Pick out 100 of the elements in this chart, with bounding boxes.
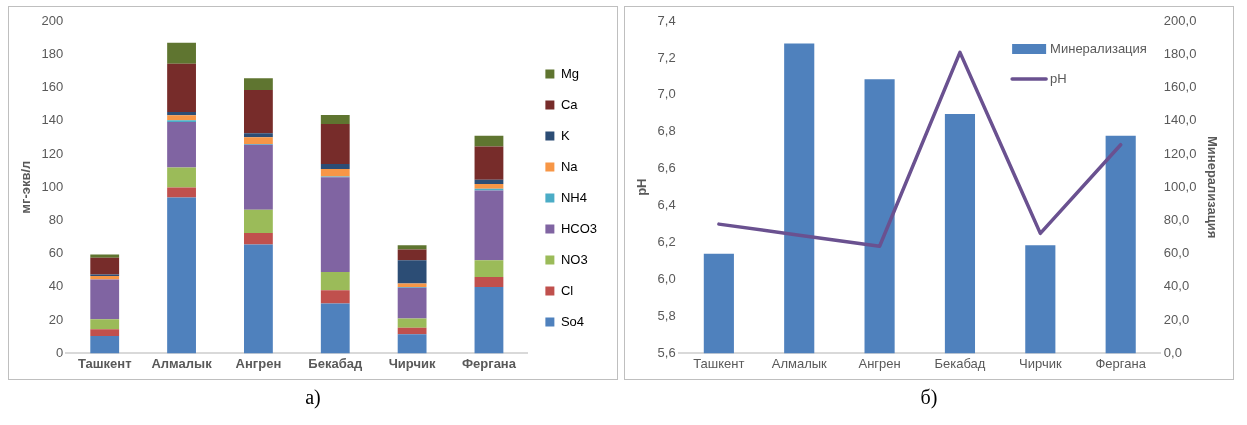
y-tick-label: 6,6 <box>657 160 676 176</box>
y-tick-label: 5,6 <box>657 344 676 360</box>
bar <box>244 144 273 210</box>
bar <box>167 197 196 354</box>
legend-label: Cl <box>560 282 574 298</box>
bar <box>167 121 196 168</box>
x-tick-label: Алмалык <box>771 355 828 371</box>
legend-label: HCO3 <box>560 220 598 236</box>
y-tick-label: 7,4 <box>657 12 676 28</box>
bar <box>90 329 120 336</box>
legend-label: pH <box>1050 70 1067 86</box>
x-tick-label: Бекабад <box>308 355 363 371</box>
bar <box>244 232 273 245</box>
bar <box>167 42 196 64</box>
x-tick-label: Бекабад <box>934 355 986 371</box>
y2-tick-label: 80,0 <box>1163 212 1190 228</box>
bar <box>1105 135 1136 354</box>
bar <box>397 327 427 335</box>
bar <box>90 319 120 330</box>
bar <box>244 89 273 134</box>
bar <box>474 276 504 287</box>
legend-label: K <box>560 127 570 143</box>
bar <box>244 78 273 90</box>
y2-tick-label: 60,0 <box>1163 245 1190 261</box>
legend-label: NH4 <box>560 189 587 205</box>
bar <box>90 257 120 275</box>
y-tick-label: 5,8 <box>657 308 676 324</box>
y-axis-title: pH <box>634 178 650 196</box>
y2-axis-title: Минерализация <box>1204 135 1220 239</box>
bar <box>397 260 427 284</box>
y2-tick-label: 40,0 <box>1163 278 1190 294</box>
bar <box>320 290 350 304</box>
y2-tick-label: 140,0 <box>1163 112 1197 128</box>
bar <box>474 146 504 180</box>
bar <box>474 183 504 189</box>
bar <box>397 249 427 261</box>
y-tick-label: 120 <box>41 145 64 161</box>
x-tick-label: Фергана <box>461 355 517 371</box>
bar <box>167 63 196 112</box>
x-tick-label: Ангрен <box>235 355 282 371</box>
legend-label: Mg <box>560 65 579 81</box>
text: а) <box>305 386 321 409</box>
y-axis-title: мг-экв/л <box>18 160 34 214</box>
x-tick-label: Чирчик <box>388 355 436 371</box>
bar <box>244 209 273 233</box>
y-tick-label: 6,4 <box>657 197 676 213</box>
x-tick-label: Ташкент <box>77 355 132 371</box>
bar <box>167 167 196 188</box>
y-tick-label: 100 <box>41 178 64 194</box>
bar <box>944 114 976 354</box>
bar <box>474 260 504 277</box>
bar <box>90 279 120 320</box>
bar <box>474 179 504 184</box>
y2-tick-label: 20,0 <box>1163 311 1190 327</box>
bar <box>320 114 350 125</box>
bar <box>474 135 504 147</box>
bar <box>397 334 427 354</box>
text: б) <box>920 386 938 409</box>
y-tick-label: 7,2 <box>657 49 676 65</box>
bar <box>244 244 273 354</box>
y2-tick-label: 100,0 <box>1163 178 1197 194</box>
y-tick-label: 0 <box>56 344 64 360</box>
bar <box>784 43 815 354</box>
bar <box>320 163 350 169</box>
bar <box>167 115 196 121</box>
legend-label: Минерализация <box>1050 40 1147 56</box>
y-tick-label: 60 <box>48 245 64 261</box>
bar <box>244 137 273 144</box>
bar <box>320 271 350 291</box>
bar <box>474 286 504 354</box>
x-tick-label: Ташкент <box>693 355 745 371</box>
y2-tick-label: 120,0 <box>1163 145 1197 161</box>
bar <box>397 318 427 328</box>
y-tick-label: 180 <box>41 45 64 61</box>
bar <box>90 335 120 354</box>
bar <box>397 245 427 250</box>
y2-tick-label: 200,0 <box>1163 12 1197 28</box>
bar <box>320 303 350 354</box>
y-tick-label: 7,0 <box>657 86 676 102</box>
legend-label: Ca <box>560 96 579 112</box>
y-tick-label: 40 <box>48 278 64 294</box>
y-tick-label: 160 <box>41 79 64 95</box>
x-tick-label: Алмалык <box>151 355 213 371</box>
bar <box>397 287 427 319</box>
y-tick-label: 140 <box>41 112 64 128</box>
y-tick-label: 80 <box>48 212 64 228</box>
bar <box>167 111 196 116</box>
bar <box>703 253 734 354</box>
bar <box>474 190 504 261</box>
bar <box>320 124 350 164</box>
y2-tick-label: 160,0 <box>1163 79 1197 95</box>
y-tick-label: 6,8 <box>657 123 676 139</box>
bar <box>320 177 350 272</box>
y-tick-label: 20 <box>48 311 64 327</box>
x-tick-label: Фергана <box>1095 355 1147 371</box>
bar <box>1025 245 1056 354</box>
y-tick-label: 6,2 <box>657 234 676 250</box>
x-tick-label: Чирчик <box>1019 355 1062 371</box>
y2-tick-label: 0,0 <box>1163 344 1182 360</box>
bar <box>320 168 350 177</box>
